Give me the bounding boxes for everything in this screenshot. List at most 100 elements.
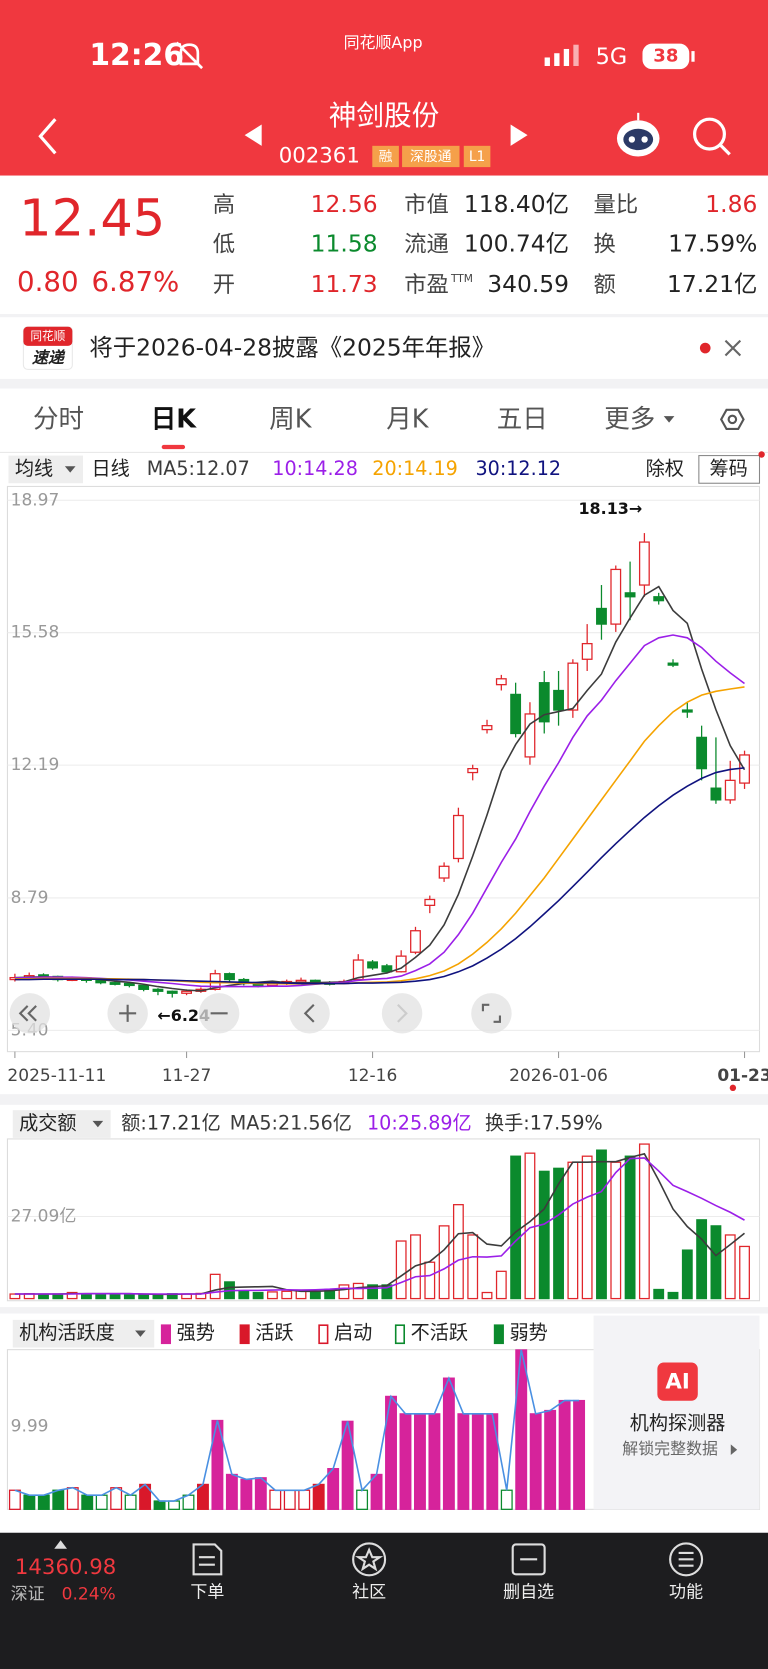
activity-bar (327, 1468, 340, 1510)
nav-item[interactable]: 功能 (669, 1582, 703, 1602)
tag: 深股通 (410, 149, 452, 165)
index-pct: 0.24% (62, 1584, 116, 1604)
volume-bar (681, 1249, 693, 1300)
nav-item[interactable]: 社区 (352, 1582, 386, 1602)
chips-button[interactable] (698, 455, 761, 484)
notice-badge-top (23, 326, 73, 346)
volume-bar (510, 1155, 522, 1300)
nav-item[interactable]: 下单 (190, 1582, 224, 1602)
tab[interactable]: 周K (269, 404, 313, 434)
candle-body (467, 767, 479, 774)
legend-item: 30:12.12 (475, 457, 561, 480)
volume-bar (710, 1225, 722, 1300)
candle-body (109, 982, 121, 985)
volume-bar (38, 1293, 49, 1300)
ma-line (14, 767, 745, 985)
adjust-button[interactable]: 除权 (646, 457, 684, 480)
search-icon[interactable] (693, 117, 731, 156)
stat-value: 17.59% (668, 229, 757, 257)
stat-label: 市盈 (404, 272, 449, 298)
legend-swatch (493, 1324, 504, 1345)
stat-label: 换 (594, 231, 616, 257)
candle-body (481, 725, 493, 731)
y-tick-label: 15.58 (11, 623, 60, 643)
indicator-selector[interactable] (12, 1110, 111, 1138)
chips-label: 筹码 (709, 457, 747, 480)
legend-item: 活跃 (255, 1321, 293, 1344)
y-tick-label: 18.97 (11, 490, 60, 510)
tab[interactable]: 日K (151, 404, 198, 434)
ai-panel[interactable] (593, 1315, 760, 1510)
divider (0, 1307, 768, 1314)
volume-bar (495, 1270, 507, 1300)
settings-icon (727, 414, 738, 425)
candle-body (567, 662, 579, 711)
chips-dot (758, 451, 765, 458)
candle-body (381, 965, 393, 973)
expand-arrow[interactable] (54, 1540, 68, 1549)
candle-body (452, 814, 464, 860)
step-right[interactable] (381, 993, 423, 1034)
network: 5G (596, 44, 628, 70)
nav-item[interactable]: 删自选 (503, 1582, 554, 1602)
indicator-selector[interactable] (12, 1319, 155, 1348)
activity-bar (544, 1409, 557, 1510)
activity-bar (399, 1413, 412, 1510)
volume-chart: 27.09亿 (7, 1143, 760, 1300)
close-notice[interactable] (724, 339, 742, 357)
activity-legend: 强势 活跃 启动 不活跃 弱势 (160, 1321, 548, 1345)
stock-name: 神剑股份 (329, 99, 440, 132)
tab[interactable]: 月K (386, 404, 430, 434)
volume-bar (524, 1152, 536, 1300)
signal-icon (544, 44, 579, 66)
volume-bar (95, 1293, 107, 1300)
index-name: 深证 (11, 1584, 45, 1604)
volume-bar (596, 1149, 607, 1300)
back-button[interactable] (38, 118, 57, 155)
tab[interactable]: 更多 (604, 404, 655, 434)
legend-item: 10:14.28 (272, 457, 358, 480)
volume-bar (352, 1282, 364, 1300)
candle-body (667, 662, 679, 666)
candle-body (638, 541, 650, 586)
candle-body (524, 713, 536, 758)
notice-text[interactable]: 将于2026-04-28披露《2025年年报》 (89, 334, 495, 362)
y-tick-label: 27.09亿 (11, 1207, 77, 1227)
legend-swatch (394, 1324, 406, 1345)
tag-bg (372, 145, 399, 168)
ma-legend: MA5:12.07 10:14.28 20:14.19 30:12.12 (147, 457, 561, 480)
change: 0.80 (17, 265, 79, 298)
fullscreen[interactable] (471, 993, 512, 1034)
candle-body (610, 568, 622, 625)
prev-stock[interactable] (244, 124, 262, 146)
next-stock[interactable] (510, 124, 528, 146)
tag-bg (402, 145, 460, 168)
settings-icon[interactable] (719, 408, 745, 431)
candle-body (624, 592, 636, 598)
robot-icon[interactable] (616, 112, 660, 157)
kline-chart: 18.9715.5812.198.795.402025-11-1111-2712… (7, 490, 768, 1086)
activity-bar (66, 1487, 79, 1510)
activity-bar (8, 1489, 21, 1510)
activity-bar (312, 1483, 325, 1510)
step-left[interactable] (289, 993, 330, 1034)
tab[interactable]: 分时 (33, 404, 84, 434)
volume-bar (138, 1294, 150, 1300)
tab[interactable]: 五日 (497, 404, 548, 434)
candle-body (581, 642, 593, 660)
activity-bar (298, 1489, 311, 1510)
activity-bar (283, 1489, 296, 1510)
volume-bar (338, 1284, 350, 1300)
volume-bar (66, 1291, 78, 1300)
unread-dot (699, 342, 711, 354)
battery-level: 38 (653, 45, 678, 66)
volume-bar (624, 1155, 636, 1300)
activity-bar (457, 1413, 470, 1510)
legend-item: 弱势 (510, 1321, 548, 1344)
battery-cap (691, 51, 695, 62)
activity-bar (370, 1473, 383, 1510)
legend-swatch (318, 1324, 329, 1345)
ai-badge (657, 1362, 698, 1401)
legend-item: 10:25.89亿 (367, 1112, 472, 1135)
